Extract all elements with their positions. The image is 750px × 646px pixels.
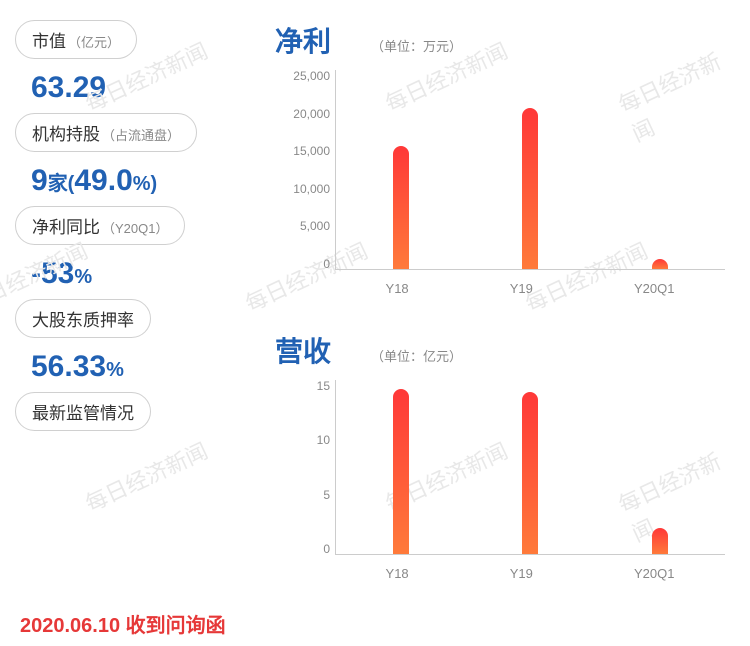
x-axis: Y18 Y19 Y20Q1 (335, 275, 725, 300)
stat-label: 大股东质押率 (15, 299, 151, 338)
y-tick: 15,000 (275, 145, 330, 157)
stat-label-sub: （占流通盘） (102, 125, 180, 144)
revenue-chart: 营收 （单位：亿元） 15 10 5 0 Y18 Y19 Y20Q1 (275, 330, 735, 585)
stat-value-number: 9 (31, 164, 48, 198)
stat-label-sub: （亿元） (68, 32, 120, 51)
chart-unit: （单位：亿元） (371, 346, 462, 365)
stat-label: 机构持股 （占流通盘） (15, 113, 197, 152)
bars-container (336, 70, 725, 269)
x-tick: Y18 (386, 560, 409, 585)
stat-label-main: 净利同比 (32, 213, 100, 238)
plot-area (335, 70, 725, 270)
y-tick: 10,000 (275, 183, 330, 195)
stat-value: 9家(49.0%) (15, 164, 255, 198)
stat-label-main: 市值 (32, 27, 66, 52)
x-tick: Y20Q1 (634, 560, 674, 585)
bar (522, 108, 538, 269)
stat-value: -53% (15, 257, 255, 291)
x-tick: Y20Q1 (634, 275, 674, 300)
stat-value: 56.33% (15, 350, 255, 384)
y-axis: 15 10 5 0 (275, 380, 330, 555)
chart-unit: （单位：万元） (371, 36, 462, 55)
y-tick: 20,000 (275, 108, 330, 120)
bar (652, 259, 668, 269)
y-tick: 10 (275, 434, 330, 446)
stat-value: 63.29 (15, 71, 255, 105)
stat-label-main: 大股东质押率 (32, 306, 134, 331)
y-axis: 25,000 20,000 15,000 10,000 5,000 0 (275, 70, 330, 270)
bar (522, 392, 538, 554)
stat-label: 净利同比 （Y20Q1） (15, 206, 185, 245)
stat-value-unit: % (106, 359, 124, 382)
y-tick: 5,000 (275, 220, 330, 232)
chart-area: 15 10 5 0 Y18 Y19 Y20Q1 (275, 380, 735, 585)
stats-panel: 市值 （亿元） 63.29 机构持股 （占流通盘） 9家(49.0%) 净利同比… (15, 20, 255, 585)
stat-value-number: 63.29 (31, 71, 106, 105)
profit-chart: 净利 （单位：万元） 25,000 20,000 15,000 10,000 5,000… (275, 20, 735, 300)
charts-panel: 净利 （单位：万元） 25,000 20,000 15,000 10,000 5,000… (275, 20, 735, 585)
x-tick: Y18 (386, 275, 409, 300)
stat-label-sub: （Y20Q1） (102, 218, 168, 237)
y-tick: 0 (275, 543, 330, 555)
chart-title: 营收 (275, 330, 331, 370)
plot-area (335, 380, 725, 555)
chart-header: 净利 （单位：万元） (275, 20, 735, 60)
stat-label: 最新监管情况 (15, 392, 151, 431)
stat-profit-yoy: 净利同比 （Y20Q1） -53% (15, 206, 255, 291)
y-tick: 5 (275, 489, 330, 501)
x-tick: Y19 (510, 560, 533, 585)
chart-title: 净利 (275, 20, 331, 60)
bars-container (336, 380, 725, 554)
bar (652, 528, 668, 554)
stat-value-unit: % (74, 266, 92, 289)
stat-pledge-ratio: 大股东质押率 56.33% (15, 299, 255, 384)
y-tick: 25,000 (275, 70, 330, 82)
footer-text: 2020.06.10 收到问询函 (20, 609, 226, 638)
y-tick: 0 (275, 258, 330, 270)
stat-market-cap: 市值 （亿元） 63.29 (15, 20, 255, 105)
stat-value-unit: 家( (48, 167, 75, 196)
x-tick: Y19 (510, 275, 533, 300)
chart-area: 25,000 20,000 15,000 10,000 5,000 0 Y18 Y19 Y20… (275, 70, 735, 300)
stat-label-main: 最新监管情况 (32, 399, 134, 424)
bar (393, 146, 409, 269)
x-axis: Y18 Y19 Y20Q1 (335, 560, 725, 585)
bar (393, 389, 409, 554)
stat-label: 市值 （亿元） (15, 20, 137, 59)
chart-header: 营收 （单位：亿元） (275, 330, 735, 370)
stat-value-unit2: %) (133, 173, 157, 196)
stat-institutional: 机构持股 （占流通盘） 9家(49.0%) (15, 113, 255, 198)
main-container: 市值 （亿元） 63.29 机构持股 （占流通盘） 9家(49.0%) 净利同比… (0, 0, 750, 605)
y-tick: 15 (275, 380, 330, 392)
stat-label-main: 机构持股 (32, 120, 100, 145)
stat-value-number: 56.33 (31, 350, 106, 384)
stat-regulation: 最新监管情况 (15, 392, 255, 431)
stat-value-number: -53 (31, 257, 74, 291)
stat-value-number2: 49.0 (74, 164, 132, 198)
